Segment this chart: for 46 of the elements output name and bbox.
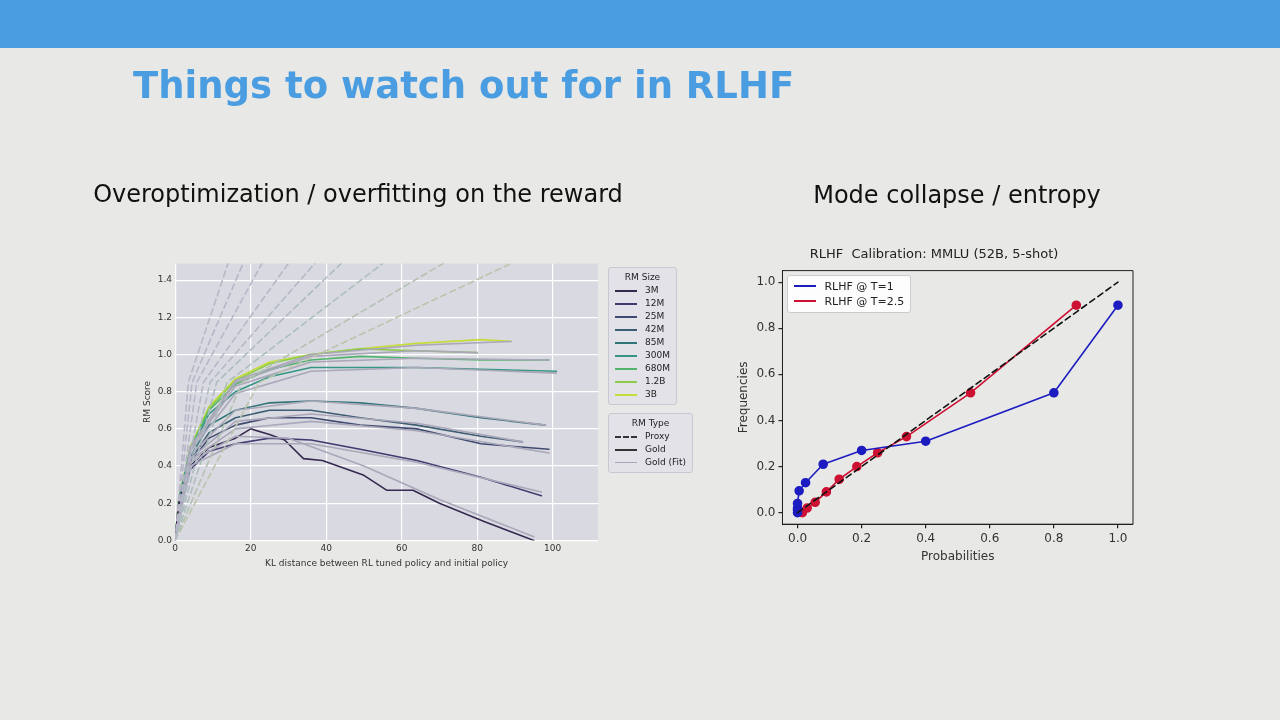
x-tick-label: 0.2 xyxy=(852,530,872,545)
legend-title: RM Size xyxy=(623,271,662,285)
legend-label: 680M xyxy=(645,362,670,376)
x-tick-label: 0.8 xyxy=(1044,530,1064,545)
legend-label: 3M xyxy=(645,284,659,298)
legend-label: 3B xyxy=(645,388,657,402)
legend-label: 25M xyxy=(645,310,665,324)
y-tick-label: 0.6 xyxy=(756,366,776,381)
x-tick-label: 0.6 xyxy=(980,530,1000,545)
legend-label: 300M xyxy=(645,349,670,363)
legend-label: 42M xyxy=(645,323,665,337)
y-tick-label: 0.4 xyxy=(756,412,776,427)
text: Things to watch out for in RLHF xyxy=(133,64,795,107)
x-tick-label: 80 xyxy=(471,543,484,554)
legend-label: 85M xyxy=(645,336,665,350)
legend-label: 12M xyxy=(645,297,665,311)
y-tick-label: 0.8 xyxy=(756,320,776,335)
y-tick-label: 0.2 xyxy=(157,497,173,508)
key-box: RM Type Proxy Gold Gold (Fit) xyxy=(608,413,694,474)
x-axis-title: KL distance between RL tuned policy and initial policy xyxy=(265,557,509,568)
y-tick-label: 1.4 xyxy=(157,274,173,285)
text: Mode collapse / entropy xyxy=(813,181,1101,209)
chart-title: RLHF Calibration: MMLU (52B, 5-shot) xyxy=(809,246,1059,262)
y-tick-label: 0.2 xyxy=(756,458,776,473)
y-tick-label: 1.0 xyxy=(756,274,776,289)
x-tick-label: 20 xyxy=(244,543,257,554)
y-tick-label: 0.6 xyxy=(157,423,173,434)
legend-label: RLHF @ T=2.5 xyxy=(824,293,905,309)
y-tick-label: 0.8 xyxy=(157,386,173,397)
y-tick-label: 0.0 xyxy=(756,504,776,519)
x-tick-label: 40 xyxy=(320,543,333,554)
y-tick-label: 0.4 xyxy=(157,460,173,471)
x-tick-label: 100 xyxy=(544,543,562,554)
legend-label: 1.2B xyxy=(645,375,666,389)
x-tick-label: 0 xyxy=(172,543,179,554)
text: Overoptimization / overfitting on the reward xyxy=(93,180,623,208)
x-axis-title: Probabilities xyxy=(921,548,995,563)
x-tick-label: 60 xyxy=(395,543,408,554)
y-axis-title: RM Score xyxy=(141,380,152,423)
legend-label: RLHF @ T=1 xyxy=(824,278,894,294)
y-tick-label: 1.2 xyxy=(157,311,173,322)
y-tick-label: 1.0 xyxy=(157,348,173,359)
y-axis-title: Frequencies xyxy=(736,361,751,434)
x-tick-label: 1.0 xyxy=(1108,530,1128,545)
x-tick-label: 0.4 xyxy=(916,530,936,545)
x-tick-label: 0.0 xyxy=(788,530,808,545)
